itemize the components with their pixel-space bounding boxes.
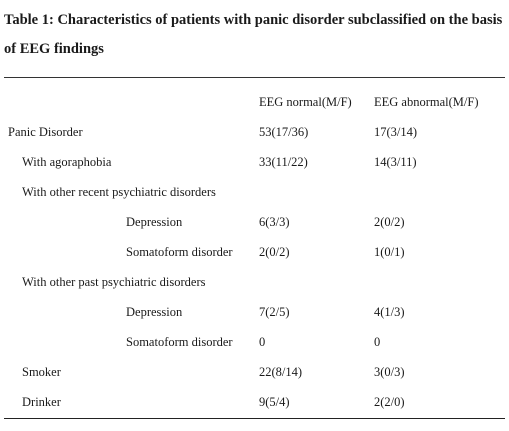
row-label: With other recent psychiatric disorders	[22, 185, 216, 199]
cell-eeg-normal: 0	[259, 335, 266, 349]
row-label: Drinker	[22, 395, 61, 409]
row-label: Depression	[126, 305, 183, 319]
table-top-rule	[4, 77, 505, 78]
column-header-eeg-abnormal: EEG abnormal(M/F)	[374, 95, 479, 109]
cell-eeg-normal: 22(8/14)	[259, 365, 303, 379]
row-label: With agoraphobia	[22, 155, 112, 169]
cell-eeg-normal: 6(3/3)	[259, 215, 290, 229]
cell-eeg-normal: 33(11/22)	[259, 155, 308, 169]
row-label: Depression	[126, 215, 183, 229]
row-label: With other past psychiatric disorders	[22, 275, 206, 289]
row-label: Somatoform disorder	[126, 335, 233, 349]
cell-eeg-normal: 53(17/36)	[259, 125, 309, 139]
row-label: Smoker	[22, 365, 61, 379]
table-bottom-rule	[4, 418, 505, 419]
cell-eeg-abnormal: 14(3/11)	[374, 155, 417, 169]
cell-eeg-abnormal: 2(2/0)	[374, 395, 405, 409]
cell-eeg-abnormal: 2(0/2)	[374, 215, 405, 229]
cell-eeg-abnormal: 4(1/3)	[374, 305, 405, 319]
cell-eeg-abnormal: 17(3/14)	[374, 125, 418, 139]
table-caption: Table 1: Characteristics of patients wit…	[4, 12, 503, 57]
cell-eeg-abnormal: 1(0/1)	[374, 245, 405, 259]
column-header-eeg-normal: EEG normal(M/F)	[259, 95, 352, 109]
cell-eeg-normal: 2(0/2)	[259, 245, 290, 259]
cell-eeg-abnormal: 0	[374, 335, 381, 349]
cell-eeg-abnormal: 3(0/3)	[374, 365, 405, 379]
cell-eeg-normal: 9(5/4)	[259, 395, 290, 409]
row-label: Panic Disorder	[8, 125, 83, 139]
cell-eeg-normal: 7(2/5)	[259, 305, 290, 319]
row-label: Somatoform disorder	[126, 245, 233, 259]
